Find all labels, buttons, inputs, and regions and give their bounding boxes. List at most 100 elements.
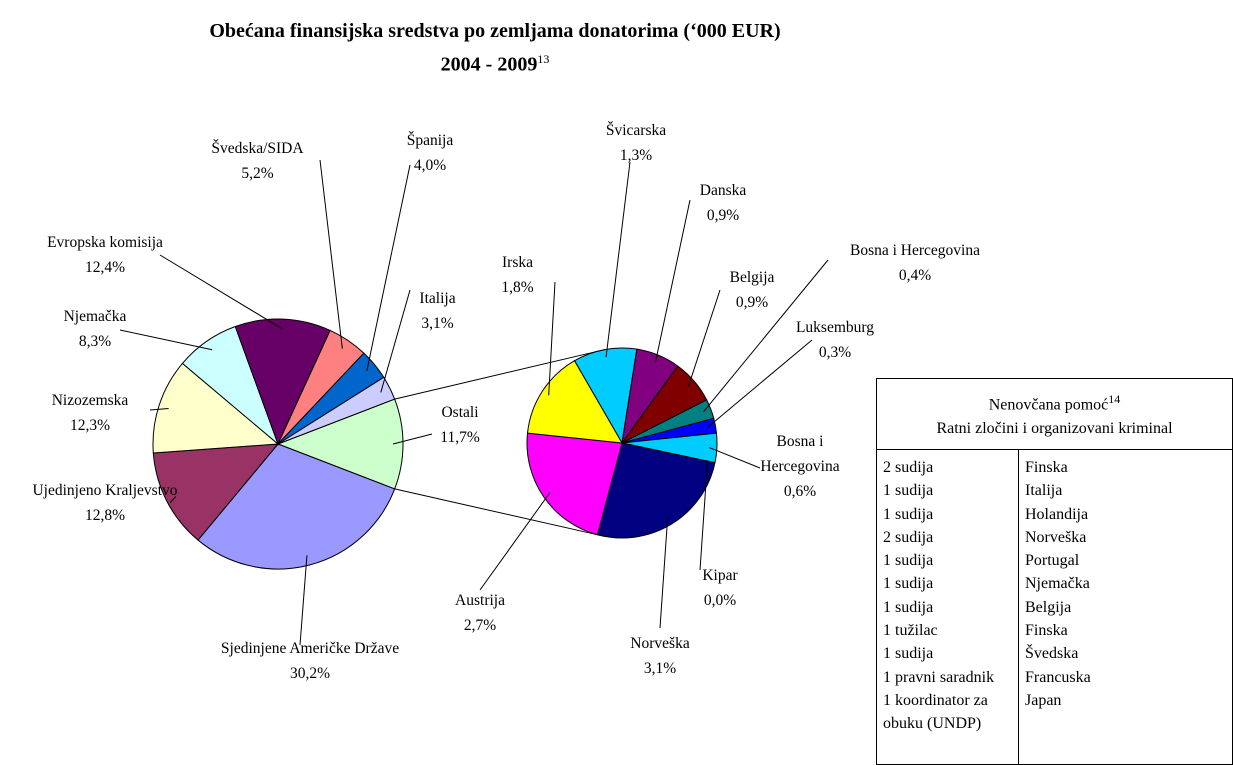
data-label: Norveška 3,1% (620, 631, 700, 681)
table-cell: Japan (1025, 691, 1062, 709)
table-title: Nenovčana pomoć (988, 396, 1109, 414)
label-name: Danska (699, 182, 747, 199)
leader-line (159, 254, 283, 330)
pie-slice (526, 432, 623, 536)
table-cell: Portugal (1025, 552, 1080, 570)
label-value: 1,8% (501, 279, 534, 296)
table-cell: 1 sudija (883, 598, 934, 616)
column: Finska Italija Holandija Norveška Portugal Nj… (1018, 449, 1233, 765)
data-label: Kipar 0,0% (690, 563, 750, 613)
label-name: Irska (502, 254, 533, 271)
label-value: 8,3% (78, 333, 112, 350)
table-subtitle: Ratni zločini i organizovani kriminal (936, 420, 1173, 438)
table-header: Nenovčana pomoć14 Ratni zločini i organiz… (876, 378, 1233, 450)
pie-slice (234, 318, 331, 446)
leader-line (169, 496, 177, 504)
label-value: 11,7% (440, 429, 480, 446)
pie-slice (276, 398, 404, 490)
data-label: Njemačka 8,3% (40, 304, 150, 354)
data-label: Nizozemska 12,3% (30, 388, 150, 438)
leader-line (149, 407, 169, 411)
pie-slice (596, 442, 716, 539)
data-label: Švedska/SIDA 5,2% (190, 136, 325, 186)
chart-period: 2004 - 200913 (0, 52, 990, 77)
label-value: 0,6% (783, 483, 817, 500)
label-value: 12,4% (84, 259, 126, 276)
data-label: Bosna i Hercegovina 0,6% (750, 429, 850, 504)
table-cell: 2 sudija (883, 528, 934, 546)
label-value: 0,9% (706, 207, 740, 224)
data-label: Belgija 0,9% (717, 265, 787, 315)
label-value: 0,0% (703, 592, 737, 609)
leader-line (605, 161, 631, 358)
connector-line (394, 488, 606, 538)
leader-line (654, 199, 691, 363)
data-label: Austrija 2,7% (445, 588, 515, 638)
data-label: Bosna i Hercegovina 0,4% (820, 238, 1010, 288)
data-label: Ujedinjeno Kraljevstvo 12,8% (10, 478, 200, 528)
table-cell: Finska (1025, 459, 1068, 476)
title-text: Obećana finansijska sredstva po zemljama… (209, 20, 781, 42)
table-cell: 1 sudija (883, 482, 934, 500)
data-label: Evropska komisija 12,4% (10, 230, 200, 280)
chart-title: Obećana finansijska sredstva po zemljama… (0, 20, 990, 43)
label-value: 0,9% (735, 294, 769, 311)
label-name: Austrija (455, 592, 505, 609)
pie-slice (152, 362, 280, 454)
leader-line (659, 517, 669, 629)
leader-line (703, 259, 829, 412)
label-name: Nizozemska (51, 392, 129, 409)
data-label: Irska 1,8% (480, 250, 555, 300)
label-name: Italija (419, 290, 456, 307)
leader-line (699, 461, 708, 571)
data-label: Italija 3,1% (400, 286, 475, 336)
leader-line (687, 289, 721, 387)
label-name: Belgija (729, 269, 775, 286)
pie-slice (526, 360, 623, 444)
leader-line (548, 281, 556, 396)
label-value: 3,1% (421, 315, 454, 332)
leader-line (319, 159, 343, 349)
table-cell: Švedska (1025, 645, 1079, 663)
leader-line (707, 339, 813, 428)
period-text: 2004 - 2009 (440, 53, 538, 76)
pie-slice (277, 376, 396, 445)
label-value: 30,2% (289, 665, 331, 682)
leader-line (299, 555, 308, 646)
data-label: Švicarska 1,3% (596, 118, 676, 168)
table-cell: Njemačka (1025, 575, 1090, 593)
label-value: 5,2% (241, 165, 274, 182)
table-cell: 1 sudija (883, 645, 934, 663)
leader-line (709, 447, 761, 469)
label-name: Bosna i Hercegovina (760, 433, 840, 475)
data-label: Španija 4,0% (395, 128, 465, 178)
table-cell: Finska (1025, 622, 1068, 640)
label-value: 2,7% (463, 617, 497, 634)
data-label: Danska 0,9% (688, 178, 758, 228)
label-name: Ostali (441, 404, 479, 421)
label-value: 3,1% (643, 660, 677, 677)
table-cell: Francuska (1025, 668, 1091, 686)
label-name: Švedska/SIDA (211, 140, 304, 157)
pie-slice (197, 443, 396, 570)
label-value: 0,3% (818, 344, 852, 361)
label-name: Španija (406, 132, 454, 149)
table-cell: Norveška (1025, 528, 1087, 546)
footnote-mark: 13 (537, 52, 550, 66)
table-cell: Belgija (1025, 598, 1072, 616)
pie-slice (152, 443, 280, 541)
aid-table: Nenovčana pomoć14 Ratni zločini i organiz… (876, 378, 1233, 765)
leader-line (380, 289, 411, 393)
label-name: Njemačka (63, 308, 127, 325)
label-name: Švicarska (605, 122, 667, 139)
label-name: Sjedinjene Američke Države (220, 640, 400, 657)
connector-line (394, 348, 606, 400)
table-cell: 2 sudija (883, 459, 934, 476)
label-name: Norveška (630, 635, 690, 652)
label-name: Luksemburg (795, 319, 875, 336)
label-name: Evropska komisija (47, 234, 163, 251)
label-name: Bosna i Hercegovina (850, 242, 980, 259)
label-value: 1,3% (619, 147, 653, 164)
table-cell: Holandija (1025, 505, 1089, 523)
